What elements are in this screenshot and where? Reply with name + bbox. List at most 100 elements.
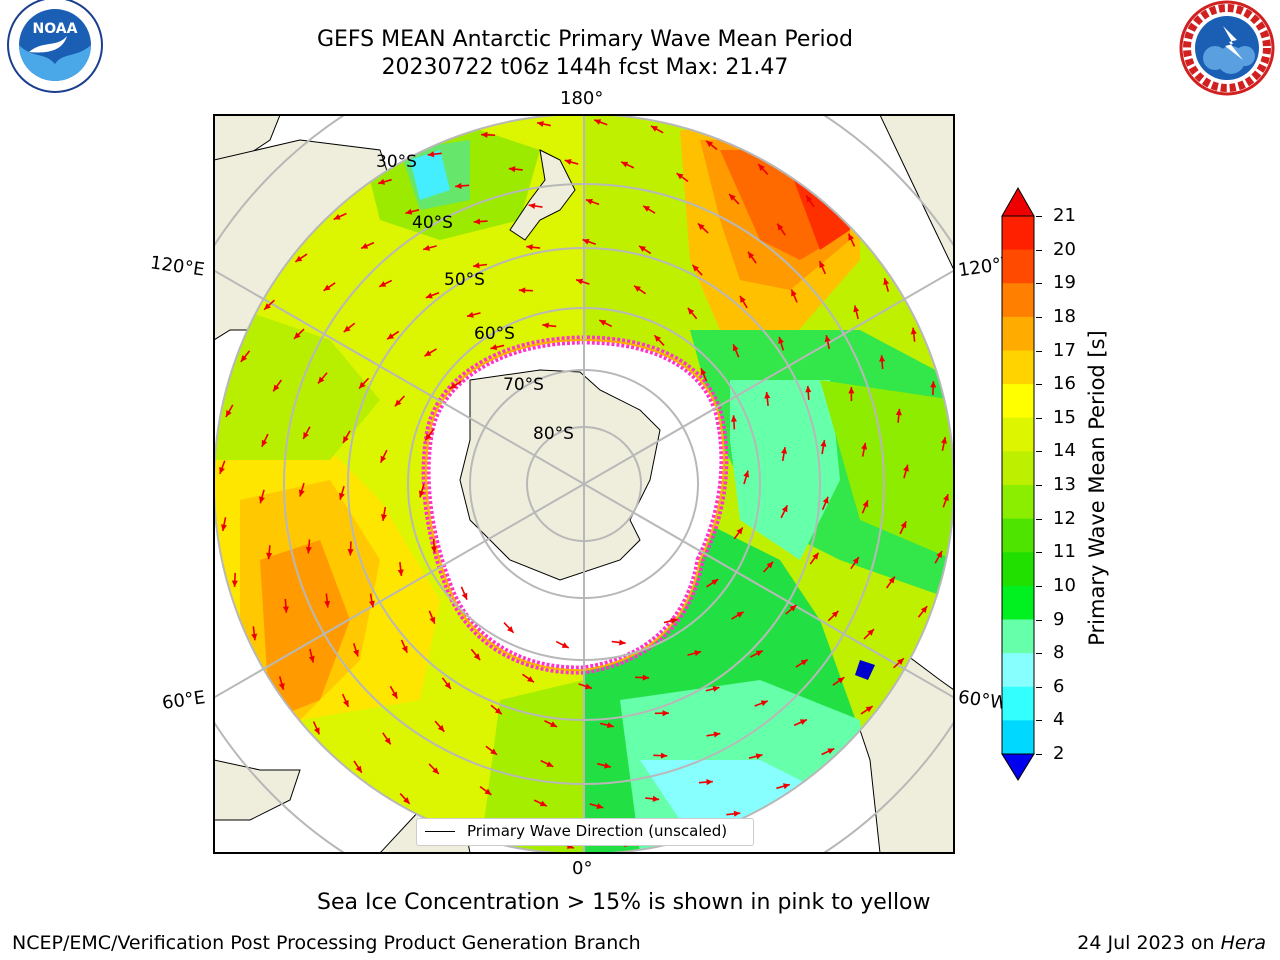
wave-direction-arrowhead xyxy=(621,161,629,168)
wave-direction-arrowhead xyxy=(853,305,860,313)
colorbar-segment xyxy=(1002,384,1034,419)
sea-ice-note: Sea Ice Concentration > 15% is shown in … xyxy=(317,890,931,915)
wave-direction-arrowhead xyxy=(550,721,558,727)
wave-direction-arrowhead xyxy=(791,289,797,297)
colorbar-tick-label: 9 xyxy=(1053,608,1065,630)
wave-direction-arrowhead xyxy=(273,384,280,392)
colorbar-tick-mark xyxy=(1036,384,1042,386)
colorbar-tick-mark xyxy=(1036,518,1042,520)
wave-direction-arrowhead xyxy=(879,355,886,362)
wave-direction-arrowhead xyxy=(526,244,533,251)
wave-direction-arrowhead xyxy=(418,490,425,498)
wave-direction-arrowhead xyxy=(867,629,874,636)
chart-title: GEFS MEAN Antarctic Primary Wave Mean Pe… xyxy=(316,27,854,52)
wave-direction-arrowhead xyxy=(712,685,720,692)
wave-direction-arrowhead xyxy=(897,658,904,665)
wave-direction-arrowhead xyxy=(619,639,626,646)
wave-direction-arrowhead xyxy=(676,173,684,180)
wave-direction-arrowhead xyxy=(706,779,713,786)
wave-direction-arrowhead xyxy=(606,722,614,729)
colorbar-tick-label: 21 xyxy=(1053,205,1076,226)
wave-direction-arrowhead xyxy=(740,295,746,303)
colorbar-tick-label: 10 xyxy=(1053,574,1076,596)
wave-direction-arrowhead xyxy=(729,194,736,201)
colorbar-segment xyxy=(1002,316,1034,351)
wave-direction-arrowhead xyxy=(936,550,943,558)
wave-direction-arrowhead xyxy=(527,676,534,683)
wave-direction-arrowhead xyxy=(294,332,301,339)
wave-direction-arrowhead xyxy=(380,514,387,521)
wave-direction-arrowhead xyxy=(943,494,949,502)
wave-direction-arrowhead xyxy=(343,325,351,332)
wave-direction-arrowhead xyxy=(596,803,604,809)
colorbar-segment xyxy=(1002,451,1034,486)
colorbar-segment xyxy=(1002,619,1034,654)
colorbar-segment xyxy=(1002,417,1034,452)
wave-direction-arrowhead xyxy=(910,327,917,335)
colorbar-tick-label: 16 xyxy=(1053,373,1076,395)
colorbar-tick-mark xyxy=(1036,754,1042,755)
landmass xyxy=(879,115,954,271)
wave-direction-arrowhead xyxy=(758,164,765,171)
colorbar-tick-label: 20 xyxy=(1053,238,1076,260)
colorbar-tick-mark xyxy=(1036,316,1042,318)
wave-direction-arrowhead xyxy=(355,765,362,773)
wave-direction-arrowhead xyxy=(594,119,602,125)
lat-label-50s: 50°S xyxy=(444,270,485,290)
graticule xyxy=(214,115,954,853)
wave-direction-arrowhead xyxy=(368,600,375,608)
colorbar-segment xyxy=(1002,552,1034,587)
wave-direction-arrowhead xyxy=(429,616,436,624)
wave-direction-arrowhead xyxy=(313,727,320,735)
landmass xyxy=(855,660,875,680)
wave-direction-arrowhead xyxy=(782,783,790,790)
wave-direction-arrowhead xyxy=(730,415,737,422)
wave-direction-arrowhead xyxy=(700,368,707,376)
wave-direction-arrowhead xyxy=(219,466,225,474)
wave-direction-arrowhead xyxy=(490,748,498,755)
wave-direction-arrowhead xyxy=(384,737,391,745)
wave-direction-arrowhead xyxy=(713,731,721,738)
colorbar-segment xyxy=(1002,350,1034,385)
wave-direction-arrowhead xyxy=(852,557,859,565)
wave-direction-arrowhead xyxy=(539,800,547,807)
wave-direction-arrowhead xyxy=(231,580,238,587)
wave-direction-arrowhead xyxy=(585,198,593,205)
wave-direction-arrowhead xyxy=(528,202,536,210)
wave-direction-arrowhead xyxy=(561,642,569,648)
colorbar-tick-mark xyxy=(1036,585,1042,587)
wave-direction-arrowhead xyxy=(743,470,750,478)
wave-direction-arrowhead xyxy=(473,653,481,661)
wave-direction-arrowhead xyxy=(394,399,402,407)
wave-direction-arrowhead xyxy=(733,810,741,817)
wave-direction-arrowhead xyxy=(654,335,661,342)
wave-direction-arrowhead xyxy=(481,131,488,138)
wave-direction-arrowhead xyxy=(706,140,713,148)
wave-direction-arrowhead xyxy=(831,610,839,618)
wave-direction-arrowhead xyxy=(449,382,457,389)
wave-direction-arrowhead xyxy=(444,682,451,689)
colorbar-tick-label: 2 xyxy=(1053,743,1065,764)
colorbar-tick-mark xyxy=(1036,552,1042,554)
colorbar-under-triangle xyxy=(1001,753,1035,781)
wave-direction-arrowhead xyxy=(278,682,285,690)
footer-date-text: 24 Jul 2023 on xyxy=(1077,932,1221,954)
colorbar-segment xyxy=(1002,518,1034,553)
wave-direction-arrowhead xyxy=(251,633,258,641)
wave-direction-arrowhead xyxy=(295,255,303,262)
wave-direction-arrowhead xyxy=(221,524,228,531)
colorbar-tick-label: 15 xyxy=(1053,406,1076,428)
wave-direction-arrowhead xyxy=(423,244,431,251)
wave-direction-arrowhead xyxy=(643,205,651,212)
wave-direction-arrowhead xyxy=(437,724,445,732)
wave-direction-arrowhead xyxy=(822,496,829,504)
wave-direction-arrowhead xyxy=(333,213,341,220)
wave-direction-arrowhead xyxy=(576,278,584,285)
wave-direction-arrowhead xyxy=(424,350,432,357)
legend-label: Primary Wave Direction (unscaled) xyxy=(467,822,728,840)
colorbar-tick-label: 12 xyxy=(1053,507,1076,529)
wave-direction-arrowhead xyxy=(379,281,387,287)
wave-direction-arrowhead xyxy=(603,762,611,769)
wave-direction-arrowhead xyxy=(484,788,492,795)
